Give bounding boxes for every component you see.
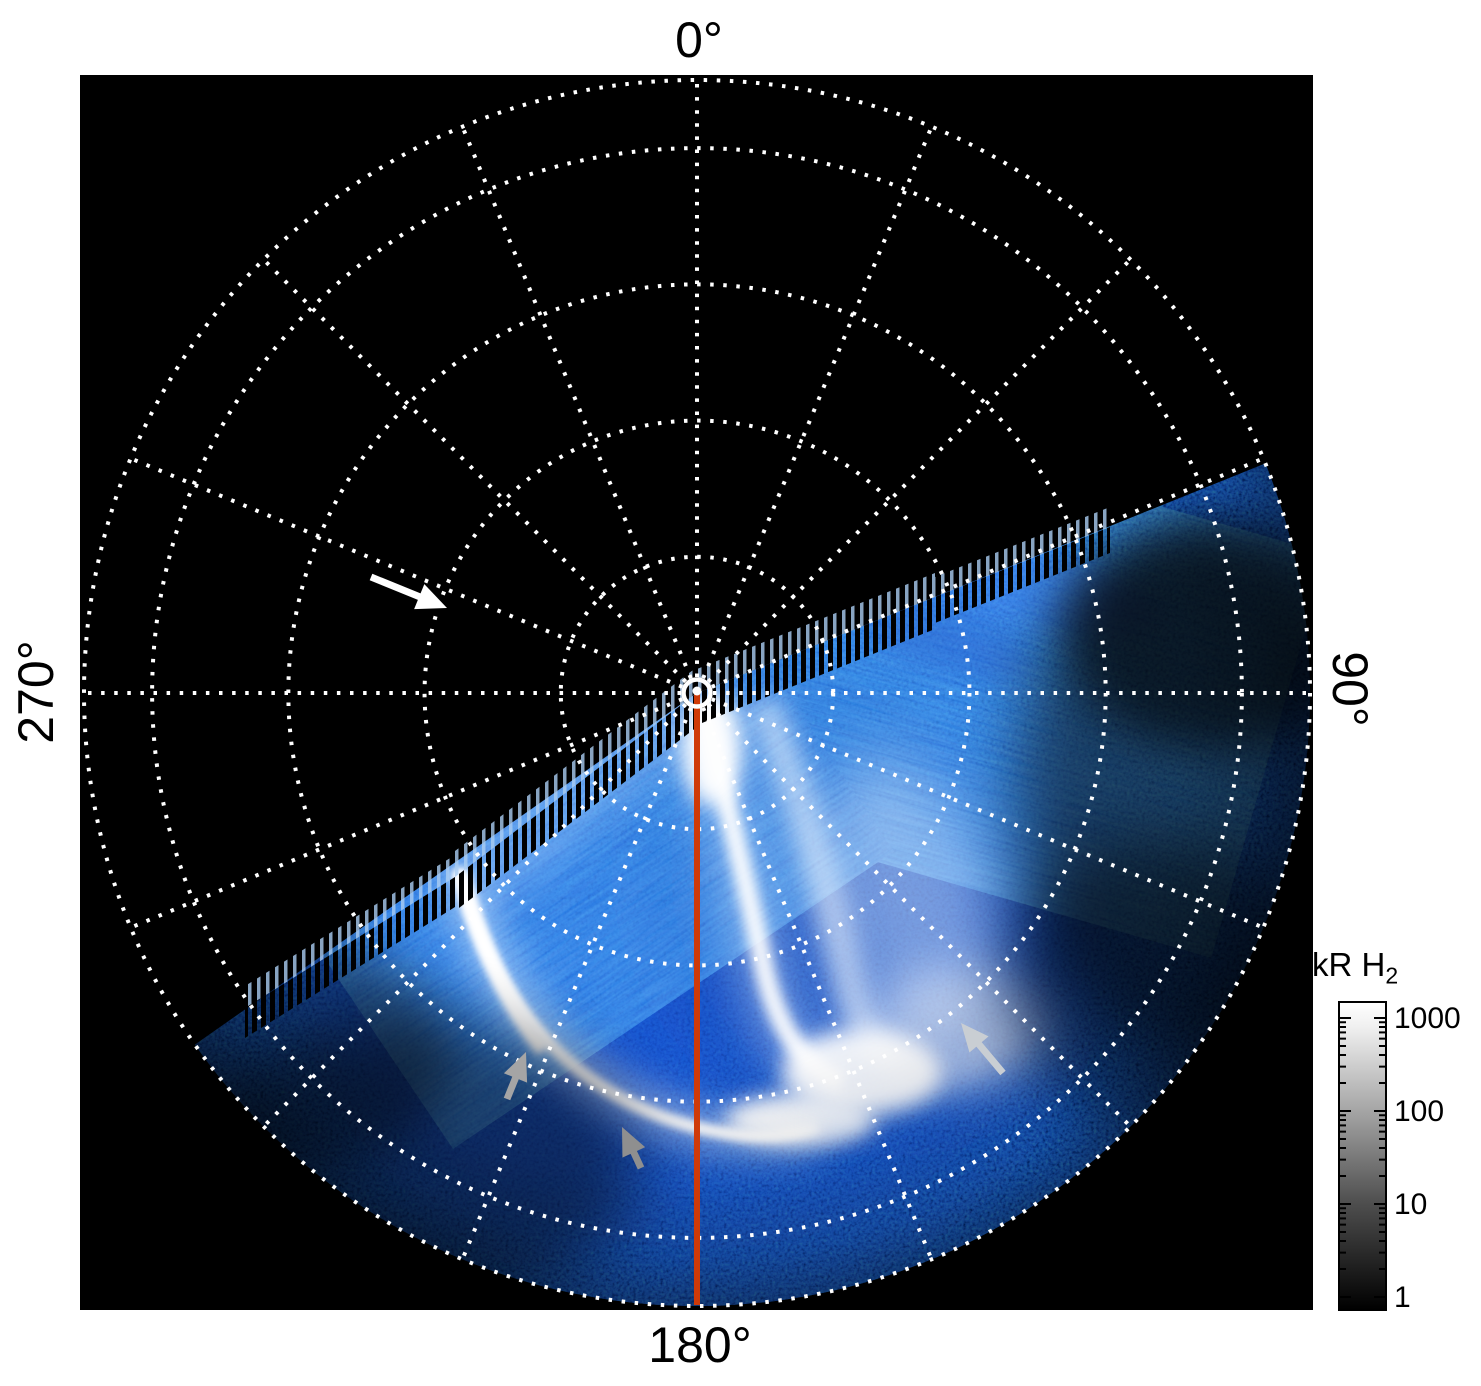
colorbar-tick-label-1: 1 xyxy=(1394,1281,1411,1314)
colorbar-gradient xyxy=(1339,1002,1386,1310)
annotation-arrows xyxy=(369,573,1006,1170)
pole-marker xyxy=(681,677,713,709)
pole-marker-dot xyxy=(692,686,702,696)
colorbar-title: kR H2 xyxy=(1312,948,1398,988)
pole-marker-ring xyxy=(681,677,713,709)
colorbar xyxy=(1338,1001,1387,1311)
gray-arrow-right xyxy=(961,1023,1006,1076)
colorbar-tick-label-1000: 1000 xyxy=(1394,1002,1461,1035)
gray-arrow-bottom xyxy=(622,1127,646,1170)
colorbar-border xyxy=(1338,1001,1387,1311)
angle-label-0: 0° xyxy=(675,12,723,68)
angle-label-180: 180° xyxy=(648,1317,752,1373)
colorbar-title-main: kR H xyxy=(1312,946,1386,983)
colorbar-tick-label-10: 10 xyxy=(1394,1188,1428,1221)
white-arrow xyxy=(369,573,447,610)
colorbar-ticks xyxy=(1340,1017,1385,1298)
polar-grid xyxy=(82,78,1312,1308)
colorbar-tick-label-100: 100 xyxy=(1394,1095,1445,1128)
colorbar-title-sub: 2 xyxy=(1385,962,1399,989)
scan-edge-comb xyxy=(245,507,1110,1038)
angle-label-270: 270° xyxy=(8,640,64,744)
gray-arrow-left xyxy=(503,1052,528,1101)
angle-label-90: 90° xyxy=(1322,651,1378,727)
